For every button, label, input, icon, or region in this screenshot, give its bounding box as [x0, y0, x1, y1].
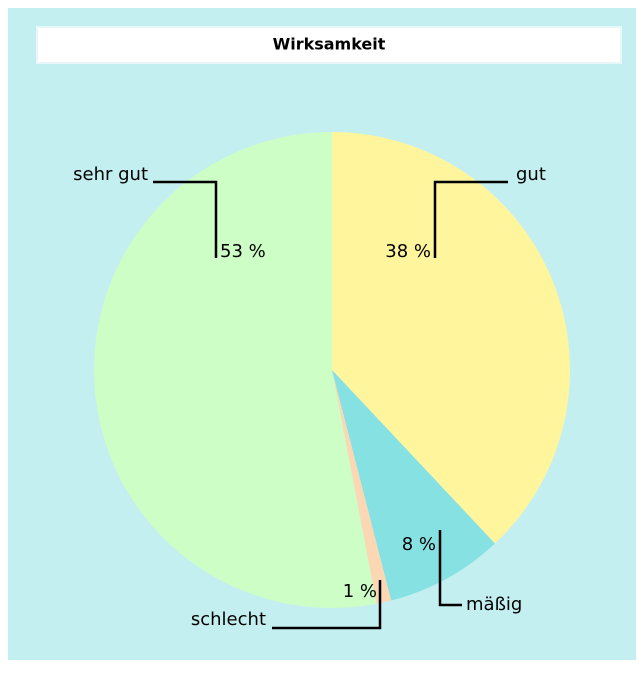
pie-slice	[332, 370, 495, 601]
pie-slice	[332, 370, 392, 604]
leader-line	[153, 180, 218, 258]
leader-line	[272, 580, 382, 630]
leader-line	[433, 180, 508, 258]
pie-slice	[332, 132, 570, 544]
slice-label: gut	[516, 164, 546, 185]
value-label: 38 %	[385, 241, 431, 262]
chart-title: Wirksamkeit	[273, 35, 386, 54]
slice-label: schlecht	[191, 609, 266, 630]
value-label: 1 %	[343, 581, 377, 602]
value-label: 8 %	[402, 534, 436, 555]
value-label: 53 %	[220, 241, 266, 262]
slice-label: mäßig	[466, 594, 522, 615]
pie-slice	[93, 132, 377, 609]
title-box	[36, 26, 622, 64]
leader-line	[438, 530, 462, 607]
slice-label: sehr gut	[73, 164, 148, 185]
